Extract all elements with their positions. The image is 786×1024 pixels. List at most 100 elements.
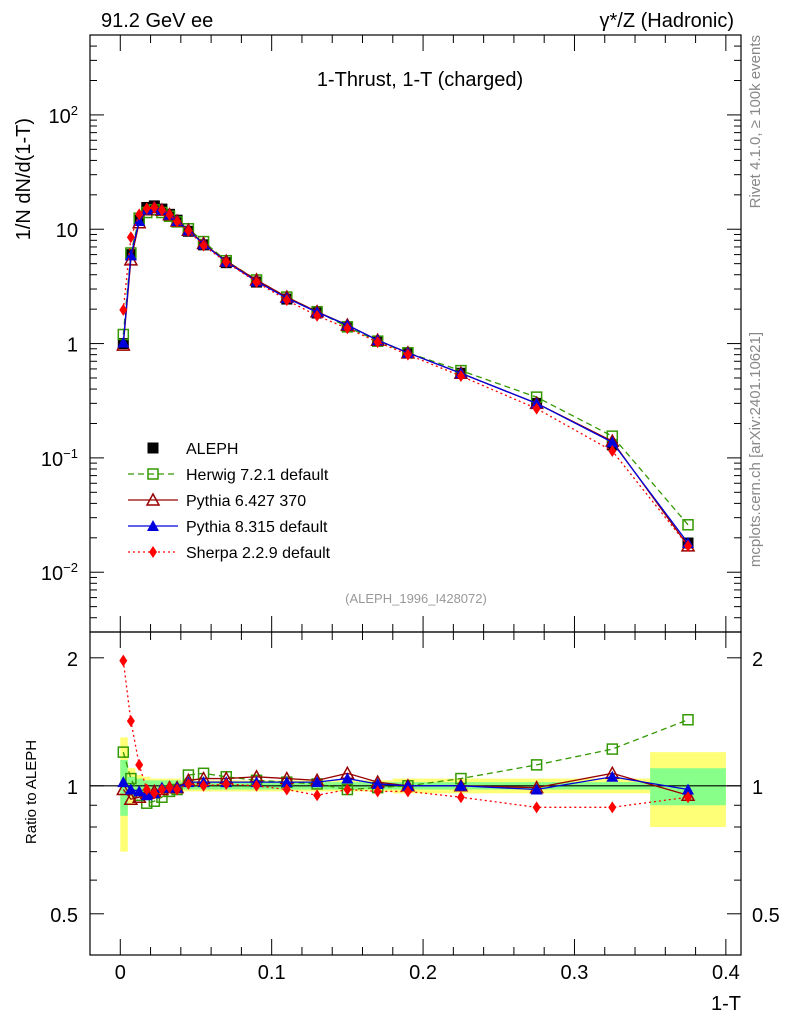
ratio-point-sherpa-2-2-9-default bbox=[157, 783, 166, 796]
legend-marker-sherpa-2-2-9-default bbox=[149, 546, 157, 558]
point-sherpa-2-2-9-default bbox=[222, 256, 231, 269]
x-tick-label: 0 bbox=[115, 962, 126, 984]
top-y-tick-label: 1 bbox=[67, 335, 78, 357]
ratio-ylabel: Ratio to ALEPH bbox=[23, 740, 40, 844]
ratio-y-tick-label: 1 bbox=[67, 777, 78, 799]
ratio-point-pythia-8-315-default bbox=[530, 783, 543, 795]
top-ylabel: 1/N dN/d(1-T) bbox=[13, 118, 35, 240]
ratio-point-sherpa-2-2-9-default bbox=[173, 783, 182, 796]
legend-marker-pythia-8-315-default bbox=[147, 520, 159, 531]
point-sherpa-2-2-9-default bbox=[126, 231, 135, 244]
ratio-point-sherpa-2-2-9-default bbox=[343, 783, 352, 796]
ratio-point-sherpa-2-2-9-default bbox=[373, 785, 382, 798]
legend-label-herwig-7-2-1-default: Herwig 7.2.1 default bbox=[186, 467, 329, 484]
point-sherpa-2-2-9-default bbox=[150, 201, 159, 214]
point-sherpa-2-2-9-default bbox=[157, 204, 166, 217]
x-tick-label: 0.1 bbox=[258, 962, 286, 984]
mcplots-label: mcplots.cern.ch [arXiv:2401.10621] bbox=[747, 332, 764, 567]
ratio-y-tick-label-right: 0.5 bbox=[752, 905, 780, 927]
point-sherpa-2-2-9-default bbox=[373, 336, 382, 349]
point-sherpa-2-2-9-default bbox=[403, 348, 412, 361]
ratio-point-herwig-7-2-1-default bbox=[682, 714, 694, 726]
header-right: γ*/Z (Hadronic) bbox=[600, 10, 734, 32]
point-sherpa-2-2-9-default bbox=[119, 303, 128, 316]
ratio-point-pythia-6-427-370 bbox=[116, 781, 131, 796]
point-sherpa-2-2-9-default bbox=[608, 444, 617, 457]
ratio-point-sherpa-2-2-9-default bbox=[119, 654, 128, 667]
ratio-point-sherpa-2-2-9-default bbox=[184, 777, 193, 790]
point-sherpa-2-2-9-default bbox=[199, 239, 208, 252]
ratio-point-sherpa-2-2-9-default bbox=[165, 781, 174, 794]
ratio-point-sherpa-2-2-9-default bbox=[222, 777, 231, 790]
point-pythia-8-315-default bbox=[124, 249, 137, 261]
ratio-point-sherpa-2-2-9-default bbox=[142, 783, 151, 796]
ratio-point-pythia-8-315-default bbox=[371, 777, 384, 789]
ratio-y-tick-label-right: 1 bbox=[752, 777, 763, 799]
point-sherpa-2-2-9-default bbox=[313, 309, 322, 322]
ratio-point-herwig-7-2-1-default bbox=[606, 743, 619, 755]
point-sherpa-2-2-9-default bbox=[343, 322, 352, 335]
ratio-band-stat bbox=[120, 759, 128, 816]
ratio-point-herwig-7-2-1-default bbox=[117, 746, 130, 758]
top-panel-frame bbox=[89, 34, 742, 633]
ratio-point-sherpa-2-2-9-default bbox=[684, 791, 693, 804]
top-y-tick-label: 10−2 bbox=[41, 560, 78, 585]
ratio-panel-frame bbox=[89, 631, 742, 956]
top-y-tick-label: 10 bbox=[56, 220, 78, 242]
ratio-point-pythia-8-315-default bbox=[454, 779, 467, 791]
point-sherpa-2-2-9-default bbox=[684, 539, 693, 552]
ratio-point-pythia-8-315-default bbox=[280, 776, 293, 788]
header-left: 91.2 GeV ee bbox=[101, 10, 213, 32]
ratio-point-sherpa-2-2-9-default bbox=[135, 758, 144, 771]
ratio-point-herwig-7-2-1-default bbox=[530, 759, 543, 771]
point-sherpa-2-2-9-default bbox=[456, 370, 465, 383]
point-sherpa-2-2-9-default bbox=[165, 208, 174, 221]
point-pythia-8-315-default bbox=[133, 215, 146, 227]
ratio-point-pythia-8-315-default bbox=[341, 772, 354, 784]
ratio-point-sherpa-2-2-9-default bbox=[608, 801, 617, 814]
ratio-point-pythia-8-315-default bbox=[311, 776, 324, 788]
ratio-point-pythia-8-315-default bbox=[124, 783, 137, 795]
ratio-point-sherpa-2-2-9-default bbox=[252, 779, 261, 792]
ratio-point-pythia-6-427-370 bbox=[123, 791, 139, 805]
ratio-y-tick-label: 0.5 bbox=[50, 905, 78, 927]
ratio-point-sherpa-2-2-9-default bbox=[199, 779, 208, 792]
ratio-point-sherpa-2-2-9-default bbox=[126, 715, 135, 728]
ratio-point-sherpa-2-2-9-default bbox=[456, 791, 465, 804]
ratio-point-pythia-8-315-default bbox=[401, 779, 414, 791]
legend: ALEPH Herwig 7.2.1 default Pythia 6.427 37… bbox=[128, 441, 331, 562]
ratio-point-sherpa-2-2-9-default bbox=[313, 789, 322, 802]
legend-label-aleph: ALEPH bbox=[186, 441, 238, 458]
top-y-tick-label: 102 bbox=[49, 103, 78, 128]
rivet-version-label: Rivet 4.1.0, ≥ 100k events bbox=[747, 35, 764, 208]
x-tick-label: 0.2 bbox=[409, 962, 437, 984]
point-sherpa-2-2-9-default bbox=[282, 294, 291, 307]
x-tick-label: 0.4 bbox=[712, 962, 740, 984]
ratio-point-pythia-8-315-default bbox=[133, 785, 146, 797]
ratio-point-sherpa-2-2-9-default bbox=[150, 787, 159, 800]
point-sherpa-2-2-9-default bbox=[142, 202, 151, 215]
ratio-point-sherpa-2-2-9-default bbox=[282, 783, 291, 796]
x-tick-label: 0.3 bbox=[561, 962, 589, 984]
ratio-point-sherpa-2-2-9-default bbox=[532, 801, 541, 814]
ratio-point-pythia-8-315-default bbox=[606, 770, 619, 782]
point-herwig-7-2-1-default bbox=[682, 519, 694, 531]
analysis-tag: (ALEPH_1996_I428072) bbox=[345, 591, 487, 606]
legend-label-pythia-6-427-370: Pythia 6.427 370 bbox=[186, 493, 306, 510]
legend-label-sherpa-2-2-9-default: Sherpa 2.2.9 default bbox=[186, 545, 331, 562]
plot-title: 1-Thrust, 1-T (charged) bbox=[317, 69, 523, 91]
ratio-point-pythia-8-315-default bbox=[682, 783, 695, 795]
x-axis-label: 1-T bbox=[711, 993, 741, 1015]
ratio-y-tick-label: 2 bbox=[67, 649, 78, 671]
point-sherpa-2-2-9-default bbox=[532, 402, 541, 415]
legend-marker-pythia-6-427-370 bbox=[145, 492, 161, 506]
legend-label-pythia-8-315-default: Pythia 8.315 default bbox=[186, 519, 328, 536]
point-pythia-8-315-default bbox=[117, 336, 130, 348]
top-y-tick-label: 10−1 bbox=[41, 446, 78, 471]
legend-marker-aleph bbox=[147, 442, 159, 454]
point-sherpa-2-2-9-default bbox=[173, 215, 182, 228]
legend-marker-herwig-7-2-1-default bbox=[147, 468, 159, 480]
point-sherpa-2-2-9-default bbox=[252, 276, 261, 289]
point-sherpa-2-2-9-default bbox=[135, 208, 144, 221]
